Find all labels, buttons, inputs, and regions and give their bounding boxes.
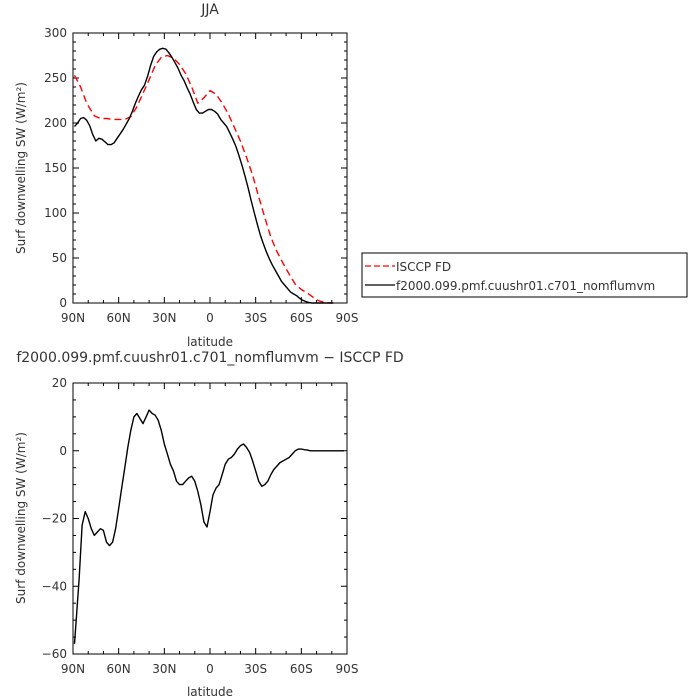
top-x-tick-label: 30N [152,311,176,325]
top-y-tick-label: 100 [44,206,67,220]
legend: ISCCP FD f2000.099.pmf.cuushr01.c701_nom… [361,252,688,298]
top-y-axis-label: Surf downwelling SW (W/m²) [14,82,28,254]
bot-x-tick-label: 90S [336,662,359,676]
top-x-tick-label: 90N [61,311,85,325]
bottom-chart-title: f2000.099.pmf.cuushr01.c701_nomflumvm − … [16,350,403,366]
top-series-line-1 [73,47,334,304]
top-x-tick-label: 90S [336,311,359,325]
bot-y-tick-label: 0 [59,444,67,458]
bot-y-tick-label: −60 [42,647,67,661]
top-x-tick-label: 0 [206,311,214,325]
top-y-tick-label: 0 [59,296,67,310]
bot-x-tick-label: 90N [61,662,85,676]
top-x-axis-label: latitude [187,335,233,349]
bottom-y-axis-label: Surf downwelling SW (W/m²) [14,432,28,604]
top-series-line-0 [73,54,332,304]
bot-series-line-0 [73,409,344,644]
top-y-tick-label: 300 [44,26,67,40]
legend-label-isccp: ISCCP FD [396,260,451,274]
bot-y-tick-label: −40 [42,579,67,593]
legend-label-model: f2000.099.pmf.cuushr01.c701_nomflumvm [396,279,655,293]
bot-x-tick-label: 0 [206,662,214,676]
top-y-tick-label: 150 [44,161,67,175]
top-panel: JJA 90N 60N 30N 0 30S 60S 90S 0 50 100 150 200 250 3… [14,2,358,349]
top-x-tick-label: 30S [244,311,267,325]
top-chart-title: JJA [200,2,219,18]
bot-x-tick-label: 60N [107,662,131,676]
bot-x-tick-label: 60S [290,662,313,676]
bot-y-tick-label: −20 [42,512,67,526]
top-y-tick-label: 50 [52,251,67,265]
bottom-x-axis-label: latitude [187,685,233,699]
top-y-tick-label: 200 [44,116,67,130]
top-y-tick-label: 250 [44,71,67,85]
bottom-panel: f2000.099.pmf.cuushr01.c701_nomflumvm − … [14,350,404,699]
bot-y-tick-label: 20 [52,376,67,390]
top-x-tick-label: 60N [107,311,131,325]
top-plot-frame [72,32,348,304]
top-x-tick-label: 60S [290,311,313,325]
bot-x-tick-label: 30N [152,662,176,676]
bot-x-tick-label: 30S [244,662,267,676]
legend-box [361,252,688,298]
bottom-plot-frame [72,382,348,655]
